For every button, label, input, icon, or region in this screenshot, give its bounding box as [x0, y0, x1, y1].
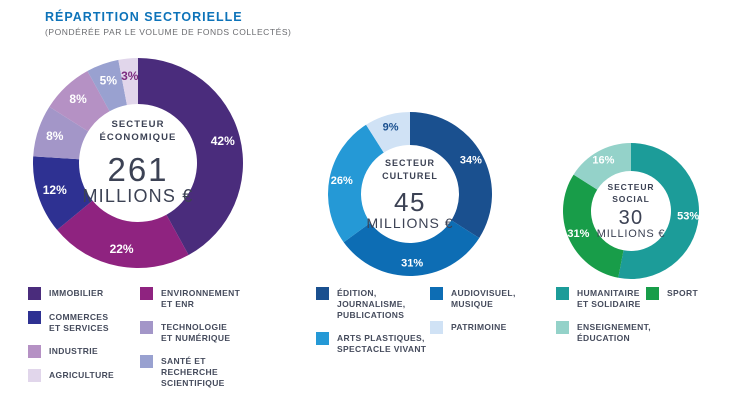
header: RÉPARTITION SECTORIELLE (PONDÉRÉE PAR LE… — [45, 10, 291, 37]
legend-item: IMMOBILIER — [28, 287, 140, 300]
legend-label: IMMOBILIER — [49, 288, 104, 298]
legend-item: ENVIRONNEMENT ET ENR — [140, 287, 252, 310]
legend-swatch — [28, 369, 41, 383]
legend-swatch — [28, 311, 41, 324]
slice-pct-label-sport: 31% — [567, 228, 589, 240]
slice-environnement-et-enr — [57, 200, 189, 268]
legend-item: HUMANITAIRE ET SOLIDAIRE — [556, 287, 646, 310]
legend-swatch — [556, 287, 569, 300]
slice-humanitaire-et-solidaire — [618, 143, 699, 279]
slice-pct-label-environnement-et-enr: 22% — [110, 242, 134, 256]
legend-item: AGRICULTURE — [28, 369, 140, 383]
slice-agriculture — [118, 58, 138, 106]
legend-swatch — [28, 345, 41, 359]
slice-pct-label-commerces-et-services: 12% — [43, 183, 67, 197]
donut-secteur-social: 53% 31% 16% SECTEUR SOCIAL 30 MILLIONS € — [563, 143, 699, 279]
legend-item: INDUSTRIE — [28, 345, 140, 359]
legend-item: ARTS PLASTIQUES, SPECTACLE VIVANT — [316, 332, 430, 355]
slice-pct-label-edition-journalisme-publications: 34% — [460, 155, 482, 167]
legend-item: SANTÉ ET RECHERCHE SCIENTIFIQUE — [140, 355, 252, 389]
legend-swatch — [140, 287, 153, 300]
legend-label: SPORT — [667, 288, 699, 298]
slice-enseignement-education — [573, 143, 631, 190]
donut-secteur-culturel: 34% 31% 26% 9% SECTEUR CULTUREL 45 MILLIONS… — [328, 112, 492, 276]
slice-sport — [563, 174, 624, 278]
page-subtitle: (PONDÉRÉE PAR LE VOLUME DE FONDS COLLECT… — [45, 27, 292, 37]
slice-pct-label-technologie-et-numerique: 8% — [46, 129, 64, 143]
legend-label: ENSEIGNEMENT, ÉDUCATION — [577, 322, 651, 344]
legend-item: TECHNOLOGIE ET NUMÉRIQUE — [140, 321, 252, 344]
slice-technologie-et-numerique — [33, 106, 89, 160]
slice-sante-et-recherche-scientifique — [87, 59, 127, 112]
legend-label: INDUSTRIE — [49, 346, 98, 357]
slice-immobilier — [138, 58, 243, 256]
legend-item: PATRIMOINE — [430, 321, 544, 335]
legend-label: ENVIRONNEMENT ET ENR — [161, 288, 241, 310]
slice-pct-label-agriculture: 3% — [121, 69, 139, 83]
slice-pct-label-industrie: 8% — [69, 92, 87, 106]
slice-commerces-et-services — [33, 156, 93, 230]
legend-swatch — [316, 332, 329, 346]
legend-secteur-culturel: ÉDITION, JOURNALISME, PUBLICATIONS ARTS P… — [316, 287, 544, 366]
legend-column: IMMOBILIER COMMERCES ET SERVICES INDUSTRIE… — [28, 287, 140, 400]
legend-label: PATRIMOINE — [451, 322, 507, 333]
legend-swatch — [556, 321, 569, 335]
slice-edition-journalisme-publications — [410, 112, 492, 238]
legend-column: HUMANITAIRE ET SOLIDAIRE ENSEIGNEMENT, ÉD… — [556, 287, 651, 355]
legend-item: AUDIOVISUEL, MUSIQUE — [430, 287, 544, 310]
legend-item: ÉDITION, JOURNALISME, PUBLICATIONS — [316, 287, 430, 321]
legend-secteur-economique: IMMOBILIER COMMERCES ET SERVICES INDUSTRIE… — [28, 287, 252, 400]
legend-column: SPORT — [646, 287, 736, 355]
slice-arts-plastiques-spectacle-vivant — [328, 124, 384, 243]
donut-secteur-economique: 42% 22% 12% 8% 8% 5% 3% SECTEUR ÉCONOMIQUE 261… — [33, 58, 243, 268]
legend-column: ÉDITION, JOURNALISME, PUBLICATIONS ARTS P… — [316, 287, 430, 366]
legend-column: AUDIOVISUEL, MUSIQUE PATRIMOINE — [430, 287, 544, 366]
legend-label: AGRICULTURE — [49, 370, 115, 381]
legend-swatch — [28, 287, 41, 300]
legend-item: COMMERCES ET SERVICES — [28, 311, 140, 334]
legend-swatch — [430, 321, 443, 335]
legend-column: ENVIRONNEMENT ET ENR TECHNOLOGIE ET NUMÉR… — [140, 287, 252, 400]
slice-pct-label-humanitaire-et-solidaire: 53% — [677, 210, 699, 222]
legend-swatch — [646, 287, 659, 300]
slice-pct-label-patrimoine: 9% — [383, 121, 399, 133]
donut-svg-secteur-economique: 42% 22% 12% 8% 8% 5% 3% — [33, 58, 243, 268]
legend-label: SANTÉ ET RECHERCHE SCIENTIFIQUE — [161, 356, 225, 389]
slice-pct-label-arts-plastiques-spectacle-vivant: 26% — [331, 175, 353, 187]
legend-secteur-social: HUMANITAIRE ET SOLIDAIRE ENSEIGNEMENT, ÉD… — [556, 287, 736, 355]
legend-swatch — [316, 287, 329, 300]
slice-patrimoine — [366, 112, 410, 153]
legend-label: COMMERCES ET SERVICES — [49, 312, 109, 334]
slice-pct-label-audiovisuel-musique: 31% — [401, 257, 423, 269]
legend-item: SPORT — [646, 287, 736, 300]
slice-industrie — [49, 70, 110, 132]
donut-svg-secteur-social: 53% 31% 16% — [563, 143, 699, 279]
donut-svg-secteur-culturel: 34% 31% 26% 9% — [328, 112, 492, 276]
slice-pct-label-sante-et-recherche-scientifique: 5% — [100, 74, 118, 88]
legend-label: AUDIOVISUEL, MUSIQUE — [451, 288, 516, 310]
slice-pct-label-immobilier: 42% — [211, 134, 235, 148]
legend-label: ARTS PLASTIQUES, SPECTACLE VIVANT — [337, 333, 427, 355]
legend-label: HUMANITAIRE ET SOLIDAIRE — [577, 288, 641, 310]
slice-pct-label-enseignement-education: 16% — [592, 155, 614, 167]
legend-swatch — [430, 287, 443, 300]
legend-swatch — [140, 321, 153, 335]
legend-swatch — [140, 355, 153, 369]
legend-item: ENSEIGNEMENT, ÉDUCATION — [556, 321, 651, 344]
page-title: RÉPARTITION SECTORIELLE — [45, 10, 243, 24]
legend-label: ÉDITION, JOURNALISME, PUBLICATIONS — [337, 288, 406, 321]
slice-audiovisuel-musique — [343, 220, 480, 276]
legend-label: TECHNOLOGIE ET NUMÉRIQUE — [161, 322, 231, 344]
